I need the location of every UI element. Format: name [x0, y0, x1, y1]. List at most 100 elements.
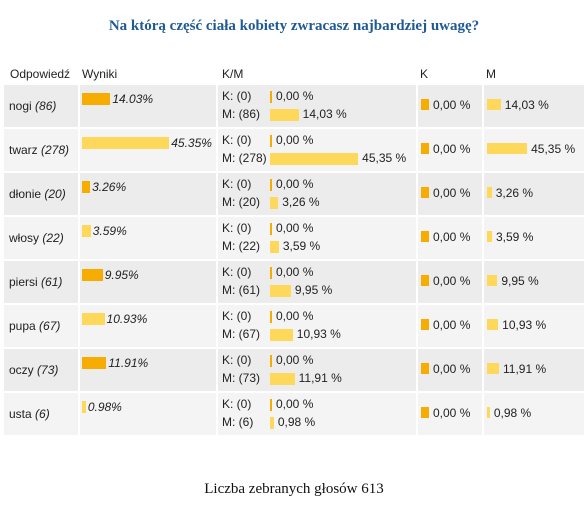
- k-count: K: (0): [222, 177, 252, 191]
- k-total-bar: [421, 275, 429, 286]
- cell: [80, 129, 216, 171]
- m-total-bar: [487, 231, 492, 242]
- result-row: włosy (22) 3.59% K: (0) 0,00 % M: (22) 3,59 %…: [4, 217, 584, 259]
- cell: [218, 349, 416, 391]
- m-count: M: (67): [222, 327, 261, 341]
- m-percent: 3,59 %: [282, 239, 321, 253]
- cell: [4, 85, 78, 127]
- k-percent: 0,00 %: [276, 265, 314, 279]
- cell: [80, 261, 216, 303]
- vote-count: Liczba zebranych głosów 613: [204, 481, 384, 497]
- k-bar: [270, 135, 272, 147]
- result-row: nogi (86) 14.03% K: (0) 0,00 % M: (86) 14,03 …: [4, 85, 584, 127]
- k-count: K: (0): [222, 89, 252, 103]
- result-percent: 10.93%: [106, 312, 148, 326]
- answer-count: (61): [41, 275, 63, 289]
- result-percent: 3.26%: [92, 180, 127, 194]
- header-answer: Odpowiedź: [10, 67, 71, 81]
- answer-text: włosy: [9, 231, 40, 245]
- m-total-bar: [487, 99, 501, 110]
- cell: [484, 305, 584, 347]
- answer-label: piersi (61): [9, 275, 62, 289]
- m-total-percent: 9,95 %: [501, 274, 539, 288]
- m-count: M: (6): [222, 415, 254, 429]
- result-bar: [82, 225, 91, 237]
- result-row: oczy (73) 11.91% K: (0) 0,00 % M: (73) 11,91 …: [4, 349, 584, 391]
- cell: [484, 261, 584, 303]
- k-count: K: (0): [222, 133, 252, 147]
- cell: [484, 173, 584, 215]
- cell: [218, 305, 416, 347]
- m-total-bar: [487, 143, 528, 154]
- m-bar: [270, 285, 291, 297]
- m-total-percent: 3,26 %: [495, 186, 534, 200]
- header-km: K/M: [222, 67, 244, 81]
- k-percent: 0,00 %: [276, 353, 314, 367]
- k-percent: 0,00 %: [276, 221, 314, 235]
- k-percent: 0,00 %: [276, 177, 314, 191]
- cell: [4, 305, 78, 347]
- cell: [218, 393, 416, 435]
- result-row: usta (6) 0.98% K: (0) 0,00 % M: (6) 0,98 % 0,0…: [4, 393, 584, 435]
- k-total-bar: [421, 143, 429, 154]
- answer-text: oczy: [9, 363, 34, 377]
- k-count: K: (0): [222, 309, 252, 323]
- header-results: Wyniki: [82, 67, 118, 81]
- k-count: K: (0): [222, 353, 252, 367]
- k-bar: [270, 91, 272, 103]
- cell: [80, 393, 216, 435]
- m-total-percent: 45,35 %: [531, 142, 576, 156]
- m-percent: 0,98 %: [277, 415, 316, 429]
- answer-text: piersi: [9, 275, 38, 289]
- answer-count: (278): [41, 143, 70, 157]
- answer-label: oczy (73): [9, 363, 58, 377]
- answer-text: pupa: [9, 319, 36, 333]
- result-bar: [82, 357, 107, 369]
- m-total-bar: [487, 363, 499, 374]
- result-percent: 9.95%: [104, 268, 139, 282]
- m-percent: 9,95 %: [294, 283, 333, 297]
- answer-count: (67): [39, 319, 61, 333]
- cell: [218, 217, 416, 259]
- k-total-bar: [421, 99, 429, 110]
- k-total-bar: [421, 187, 429, 198]
- answer-count: (6): [35, 407, 50, 421]
- cell: [80, 173, 216, 215]
- answer-count: (22): [42, 231, 64, 245]
- cell: [80, 305, 216, 347]
- k-count: K: (0): [222, 265, 252, 279]
- k-percent: 0,00 %: [276, 397, 314, 411]
- cell: [484, 349, 584, 391]
- cell: [218, 173, 416, 215]
- k-total-bar: [421, 319, 429, 330]
- result-row: piersi (61) 9.95% K: (0) 0,00 % M: (61) 9,95 …: [4, 261, 584, 303]
- answer-count: (73): [37, 363, 59, 377]
- answer-label: usta (6): [9, 407, 50, 421]
- k-total-bar: [421, 363, 429, 374]
- result-percent: 14.03%: [112, 92, 154, 106]
- cell: [80, 349, 216, 391]
- cell: [484, 217, 584, 259]
- m-count: M: (20): [222, 195, 261, 209]
- m-total-percent: 14,03 %: [504, 98, 549, 112]
- m-total-bar: [487, 275, 498, 286]
- m-total-percent: 3,59 %: [496, 230, 534, 244]
- k-total-percent: 0,00 %: [433, 406, 471, 420]
- k-bar: [270, 311, 272, 323]
- m-bar: [270, 241, 279, 253]
- m-bar: [270, 197, 279, 209]
- result-bar: [82, 93, 111, 105]
- k-count: K: (0): [222, 221, 252, 235]
- k-bar: [270, 355, 272, 367]
- m-total-percent: 0,98 %: [493, 406, 532, 420]
- cell: [4, 261, 78, 303]
- m-count: M: (86): [222, 107, 261, 121]
- m-count: M: (22): [222, 239, 261, 253]
- result-row: dłonie (20) 3.26% K: (0) 0,00 % M: (20) 3,26 …: [4, 173, 584, 215]
- result-bar: [82, 137, 170, 149]
- cell: [80, 85, 216, 127]
- k-total-percent: 0,00 %: [433, 142, 471, 156]
- answer-text: twarz: [9, 143, 38, 157]
- answer-label: twarz (278): [9, 143, 69, 157]
- k-total-percent: 0,00 %: [433, 318, 471, 332]
